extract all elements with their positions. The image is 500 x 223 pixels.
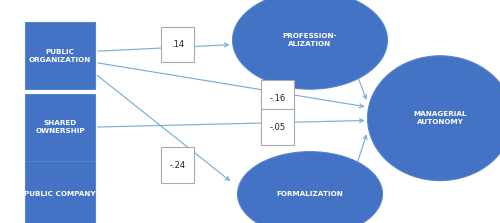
Ellipse shape — [232, 0, 388, 89]
Text: PUBLIC
ORGANIZATION: PUBLIC ORGANIZATION — [29, 49, 91, 62]
FancyBboxPatch shape — [262, 109, 294, 145]
FancyBboxPatch shape — [161, 27, 194, 62]
Text: .14: .14 — [171, 40, 184, 49]
Ellipse shape — [238, 152, 382, 223]
FancyBboxPatch shape — [161, 147, 194, 183]
Text: -.24: -.24 — [170, 161, 186, 169]
Text: PUBLIC COMPANY: PUBLIC COMPANY — [24, 191, 96, 197]
Text: MANAGERIAL
AUTONOMY: MANAGERIAL AUTONOMY — [413, 112, 467, 125]
FancyBboxPatch shape — [25, 161, 95, 223]
Text: -.16: -.16 — [270, 94, 285, 103]
FancyBboxPatch shape — [25, 94, 95, 161]
FancyBboxPatch shape — [262, 80, 294, 116]
Text: PROFESSION-
ALIZATION: PROFESSION- ALIZATION — [283, 33, 337, 47]
Text: SHARED
OWNERSHIP: SHARED OWNERSHIP — [35, 120, 85, 134]
Text: FORMALIZATION: FORMALIZATION — [276, 191, 344, 197]
FancyBboxPatch shape — [25, 22, 95, 89]
Text: -.05: -.05 — [270, 123, 285, 132]
Ellipse shape — [368, 56, 500, 181]
